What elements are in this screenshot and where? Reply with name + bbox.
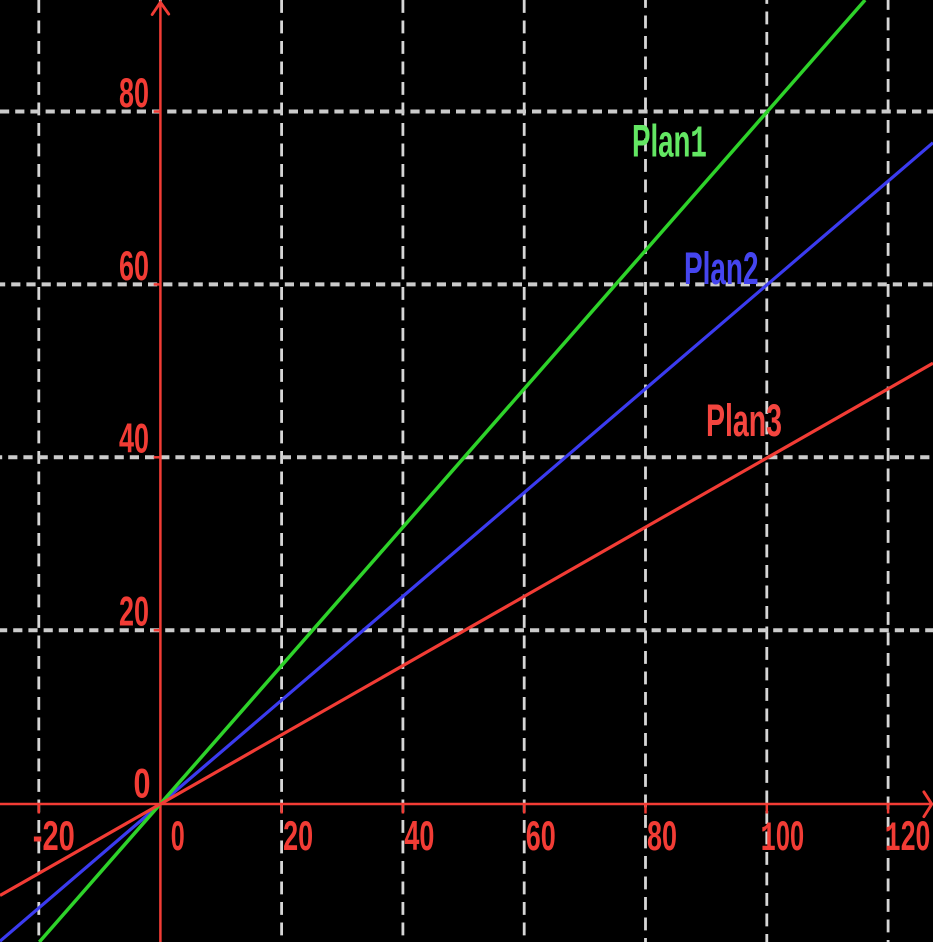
svg-text:60: 60 <box>526 812 556 859</box>
svg-text:120: 120 <box>885 812 931 863</box>
svg-text:80: 80 <box>647 812 677 859</box>
svg-text:Plan1: Plan1 <box>632 116 707 171</box>
svg-text:40: 40 <box>404 812 434 859</box>
svg-text:Plan2: Plan2 <box>684 243 759 294</box>
svg-text:20: 20 <box>119 588 149 635</box>
svg-text:100: 100 <box>761 812 805 863</box>
svg-text:60: 60 <box>119 242 149 289</box>
svg-text:0: 0 <box>134 760 151 807</box>
svg-text:20: 20 <box>283 812 313 859</box>
svg-text:80: 80 <box>119 69 149 116</box>
svg-text:Plan3: Plan3 <box>706 395 782 446</box>
svg-text:-20: -20 <box>33 812 75 859</box>
svg-text:0: 0 <box>171 812 185 859</box>
svg-text:40: 40 <box>119 415 149 462</box>
